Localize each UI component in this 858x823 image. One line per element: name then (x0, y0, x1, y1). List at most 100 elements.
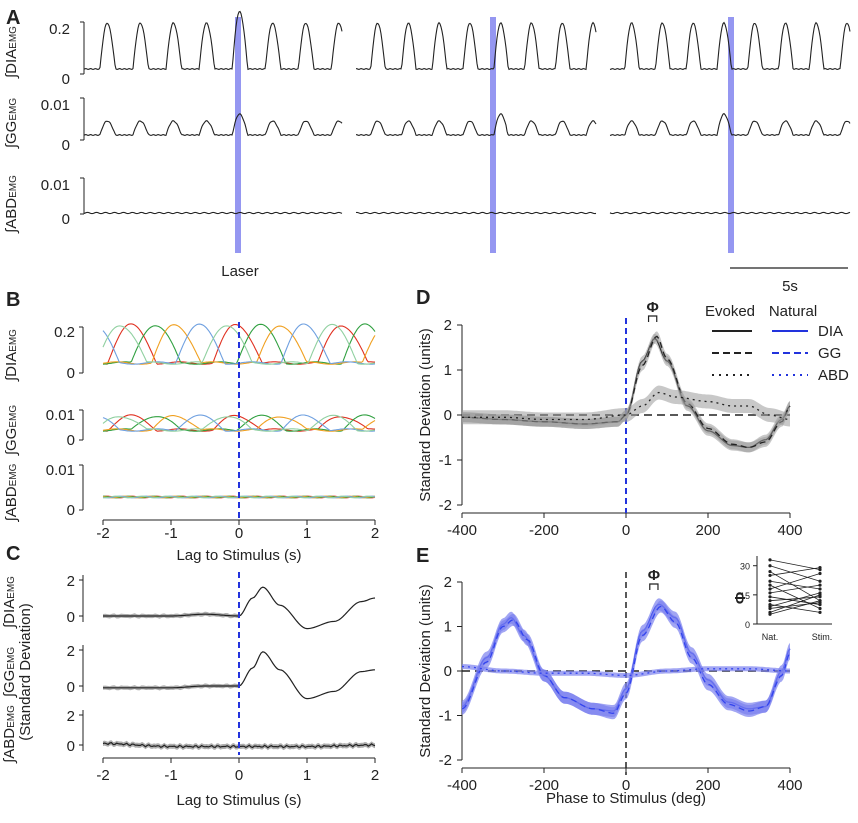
inset-pair-line (769, 602, 821, 609)
phi-bracket (649, 583, 659, 590)
band-e (462, 600, 790, 720)
x-tick-label: 0 (622, 522, 630, 539)
y-tick-label: 2 (67, 708, 75, 725)
trace-b (102, 415, 376, 432)
trace-a-dia (356, 21, 597, 71)
y-tick-label: 0.2 (54, 324, 75, 341)
y-tick-label: -2 (439, 497, 452, 514)
band-c (103, 611, 239, 619)
y-tick-label: -1 (439, 708, 452, 725)
y-tick-label: 0 (67, 738, 75, 755)
band-c (103, 683, 239, 691)
legend-evoked: Evoked (705, 303, 755, 320)
y-tick-label: -1 (439, 452, 452, 469)
y-tick-label: 0.01 (41, 97, 70, 114)
panel-d-ylabel: Standard Deviation (units) (417, 328, 434, 501)
panel-letter-c: C (6, 543, 20, 565)
trace-a-gg (356, 113, 597, 137)
legend-label: GG (818, 345, 841, 362)
y-tick-label: 2 (67, 643, 75, 660)
trace-a-dia (83, 10, 343, 71)
inset-point-nat (768, 579, 772, 583)
y-tick-label: 0 (67, 502, 75, 519)
inset-pair-line (769, 573, 821, 590)
inset-x-tick-label: Nat. (762, 632, 779, 642)
inset-y-tick-label: 0 (745, 620, 750, 630)
x-tick-label: 0 (235, 767, 243, 784)
y-tick-label: 0 (62, 137, 70, 154)
inset-pair-line (769, 571, 821, 602)
trace-a-dia (609, 21, 851, 71)
band-d (462, 385, 790, 427)
y-axis-label-c: ∫DIAEMG (1, 576, 18, 629)
phi-label: Φ (648, 567, 660, 584)
y-tick-label: 0.01 (46, 462, 75, 479)
inset-point-stim (818, 593, 822, 597)
laser-bar (728, 17, 734, 253)
trace-a-gg (83, 113, 343, 137)
y-tick-label: 0.01 (46, 407, 75, 424)
x-tick-label: -400 (447, 777, 477, 794)
y-tick-label: 0 (67, 609, 75, 626)
legend-label: ABD (818, 367, 849, 384)
legend-natural: Natural (769, 303, 817, 320)
inset-pair-line (769, 580, 821, 590)
y-tick-label: 0.2 (49, 21, 70, 38)
y-tick-label: 0 (62, 71, 70, 88)
inset-pair-line (769, 584, 821, 609)
inset-point-nat (768, 587, 772, 591)
trace-b (102, 414, 376, 432)
x-tick-label: -2 (96, 767, 109, 784)
x-tick-label: 400 (777, 777, 802, 794)
trace-a-abd (83, 211, 343, 215)
y-tick-label: 0.01 (41, 177, 70, 194)
trace-a-gg (609, 112, 851, 136)
x-tick-label: 2 (371, 767, 379, 784)
panel-letter-b: B (6, 289, 20, 311)
x-tick-label: 1 (303, 767, 311, 784)
legend-label: DIA (818, 323, 843, 340)
y-tick-label: 2 (444, 574, 452, 591)
x-tick-label: -400 (447, 522, 477, 539)
inset-point-nat (768, 558, 772, 562)
inset-point-stim (818, 566, 822, 570)
x-axis-label-e: Phase to Stimulus (deg) (546, 790, 706, 807)
inset-point-stim (818, 606, 822, 611)
laser-label: Laser (221, 263, 259, 280)
x-tick-label: 0 (622, 777, 630, 794)
inset-point-stim (818, 599, 822, 603)
y-axis-label-abd: ∫ABDEMG (3, 175, 20, 234)
y-axis-label-dia: ∫DIAEMG (3, 26, 20, 79)
inset-point-stim (818, 587, 822, 591)
y-axis-label-gg: ∫GGEMG (3, 98, 20, 149)
inset-point-nat (768, 583, 772, 587)
x-tick-label: -1 (164, 767, 177, 784)
y-tick-label: 1 (444, 362, 452, 379)
inset-pair-line (769, 604, 821, 613)
trace-e-gg (461, 605, 791, 714)
inset-pair-line (769, 584, 821, 594)
y-axis-label-b: ∫DIAEMG (3, 329, 20, 382)
x-tick-label: 400 (777, 522, 802, 539)
inset-point-nat (768, 573, 772, 578)
scale-bar-label: 5s (782, 278, 798, 295)
y-tick-label: 0 (62, 211, 70, 228)
trace-a-abd (355, 211, 597, 215)
inset-point-nat (768, 595, 772, 599)
inset-pair-line (769, 594, 821, 613)
panel-letter-d: D (416, 287, 430, 309)
y-tick-label: 0 (444, 663, 452, 680)
x-tick-label: 200 (695, 777, 720, 794)
inset-point-stim (818, 571, 822, 576)
y-axis-label-c-extra: (Standard Deviation) (17, 603, 34, 741)
y-tick-label: 1 (444, 619, 452, 636)
inset-pair-line (769, 565, 821, 582)
inset-pair-line (769, 600, 821, 615)
inset-point-nat (768, 599, 772, 603)
panel-letter-e: E (416, 545, 429, 567)
x-tick-label: -1 (164, 525, 177, 542)
y-axis-label-b: ∫ABDEMG (3, 463, 20, 522)
trace-e-abd (461, 665, 790, 677)
trace-d-abd (462, 391, 791, 421)
inset-point-stim (818, 579, 822, 583)
